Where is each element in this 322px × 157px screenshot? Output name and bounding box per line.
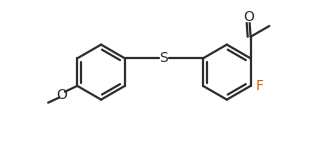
Text: S: S	[160, 51, 168, 65]
Text: O: O	[243, 10, 254, 24]
Text: F: F	[256, 79, 263, 93]
Text: O: O	[56, 88, 67, 102]
